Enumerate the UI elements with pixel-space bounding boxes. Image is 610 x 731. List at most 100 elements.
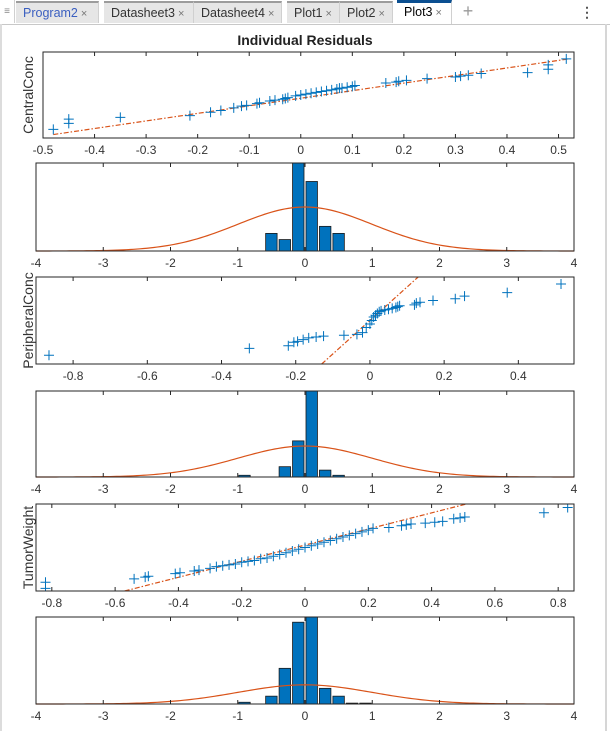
data-point (311, 332, 322, 343)
x-tick-label: -0.2 (231, 596, 252, 610)
x-tick-label: -0.3 (136, 143, 157, 157)
x-tick-label: 3 (503, 256, 510, 270)
data-point (391, 77, 402, 88)
data-point (224, 559, 235, 570)
reference-line (53, 58, 569, 136)
tab-datasheet3[interactable]: Datasheet3 × (104, 1, 194, 23)
tab-label: Plot1 (294, 6, 323, 20)
tab-plot2[interactable]: Plot2 × (340, 1, 393, 23)
y-axis-label: TumorWeight (20, 506, 36, 589)
data-point (280, 93, 291, 104)
x-tick-label: 1 (369, 256, 376, 270)
x-tick-label: -2 (165, 256, 176, 270)
x-tick-label: 1 (369, 709, 376, 723)
close-icon[interactable]: × (177, 8, 185, 20)
normal-curve (36, 684, 574, 705)
x-tick-label: -0.8 (63, 369, 84, 383)
data-point (556, 278, 567, 289)
x-tick-label: -1 (232, 482, 243, 496)
x-tick-label: -4 (31, 482, 42, 496)
x-tick-label: 3 (503, 482, 510, 496)
x-tick-label: -0.2 (187, 143, 208, 157)
data-point (283, 340, 294, 351)
data-point (368, 523, 379, 534)
data-point (281, 547, 292, 558)
data-point (415, 297, 426, 308)
axes-box (35, 390, 575, 478)
data-point (374, 306, 385, 317)
close-icon[interactable]: × (435, 7, 442, 19)
data-point (401, 519, 412, 530)
close-icon[interactable]: × (267, 8, 275, 20)
histogram-bar (319, 687, 332, 705)
data-point (337, 83, 348, 94)
data-point (290, 90, 301, 101)
histogram-bar (292, 621, 305, 705)
data-point (420, 518, 431, 529)
data-point (406, 519, 417, 530)
x-tick-label: -0.4 (84, 143, 105, 157)
data-point (217, 560, 228, 571)
data-point (502, 287, 513, 298)
grip-icon[interactable]: ≡ (0, 0, 15, 23)
data-point (264, 96, 275, 107)
x-tick-label: 0 (297, 143, 304, 157)
data-point (287, 545, 298, 556)
data-point (349, 80, 360, 91)
data-point (211, 561, 222, 572)
data-point (561, 53, 572, 64)
x-tick-label: 0.4 (510, 369, 527, 383)
left-border (0, 24, 2, 731)
data-point (316, 86, 327, 97)
tab-plot3[interactable]: Plot3 × (397, 0, 452, 24)
data-point (241, 100, 252, 111)
data-point (363, 525, 374, 536)
data-point (300, 89, 311, 100)
tab-program2[interactable]: Program2 × (16, 1, 99, 23)
x-tick-label: 3 (503, 709, 510, 723)
data-point (228, 102, 239, 113)
right-scrollbar[interactable] (605, 24, 607, 731)
data-point (357, 327, 368, 338)
more-options-icon[interactable]: ⋮ (580, 4, 594, 20)
data-point (337, 532, 348, 543)
close-icon[interactable]: × (80, 8, 88, 20)
data-point (184, 110, 195, 121)
data-point (249, 555, 260, 566)
x-tick-label: -4 (31, 709, 42, 723)
data-point (450, 71, 461, 82)
data-point (193, 565, 204, 576)
x-tick-label: 4 (571, 256, 578, 270)
data-point (380, 77, 391, 88)
hist-peripheralconc: -4 -3 -2 -1 0 1 2 3 4 (31, 390, 578, 496)
histogram-bar (305, 181, 318, 252)
x-tick-label: 0.3 (447, 143, 464, 157)
data-point (318, 537, 329, 548)
data-point (115, 112, 126, 123)
data-point (350, 528, 361, 539)
data-point (282, 92, 293, 103)
data-point (293, 544, 304, 555)
histogram-bar (305, 616, 318, 705)
data-point (429, 517, 440, 528)
normal-curve (35, 206, 575, 252)
x-tick-label: -1 (232, 256, 243, 270)
data-point (48, 124, 59, 135)
tab-datasheet4[interactable]: Datasheet4 × (194, 1, 282, 23)
x-tick-label: -3 (98, 709, 109, 723)
add-tab-button[interactable]: + (462, 1, 474, 21)
data-point (396, 520, 407, 531)
data-point (300, 542, 310, 553)
data-point (428, 295, 439, 306)
x-tick-label: 4 (571, 482, 578, 496)
x-tick-label: 0.4 (423, 596, 440, 610)
data-point (255, 553, 266, 564)
data-point (230, 559, 241, 570)
data-point (243, 556, 254, 567)
x-tick-label: -0.4 (168, 596, 189, 610)
close-icon[interactable]: × (378, 8, 385, 20)
close-icon[interactable]: × (325, 8, 332, 20)
x-tick-label: 0 (302, 596, 309, 610)
tab-plot1[interactable]: Plot1 × (287, 1, 340, 23)
x-tick-label: -2 (165, 709, 176, 723)
